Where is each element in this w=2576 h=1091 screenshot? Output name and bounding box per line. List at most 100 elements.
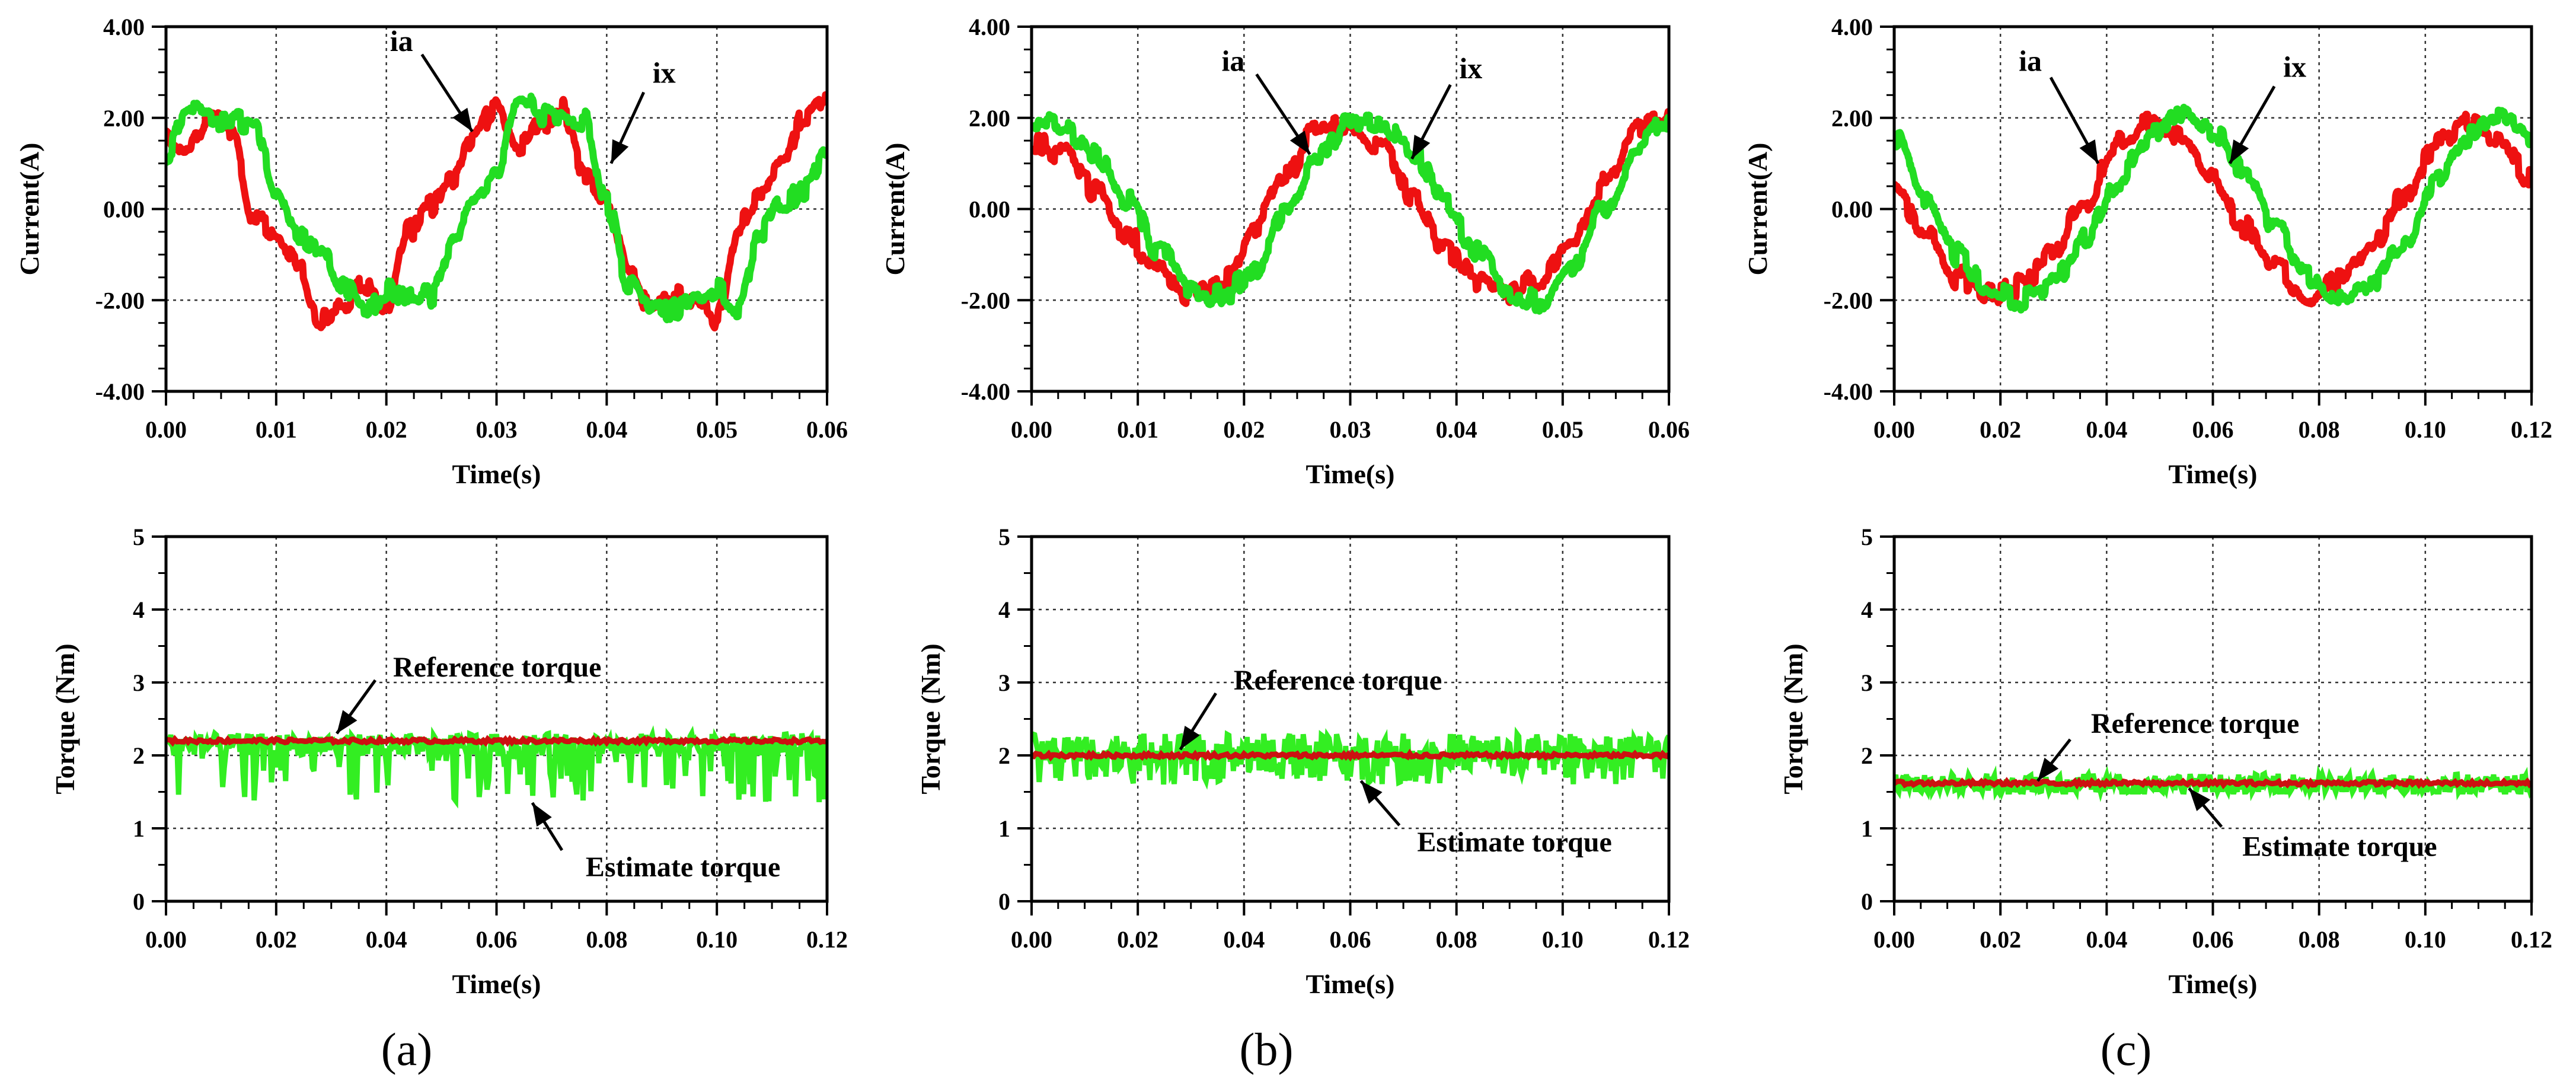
x-axis-title: Time(s) bbox=[1306, 969, 1395, 999]
x-tick-label: 0.10 bbox=[2405, 416, 2446, 443]
caption-c: (c) bbox=[2100, 1023, 2152, 1075]
annotation-arrow-0-head bbox=[337, 710, 357, 734]
chart-c-torque: 0.00 0.02 0.04 0.06 0.08 0.10 0.12 0 1 2 3 4 5 Time(s… bbox=[1778, 524, 2552, 999]
y-tick-label: 2 bbox=[133, 742, 145, 769]
y-tick-label: 0.00 bbox=[1831, 196, 1873, 223]
annotation-arrow-0-head bbox=[1289, 130, 1310, 155]
annotation-arrow-1-head bbox=[1361, 781, 1383, 804]
x-tick-label: 0.12 bbox=[806, 926, 848, 953]
y-tick-label: -4.00 bbox=[961, 378, 1010, 405]
y-tick-label: -2.00 bbox=[961, 287, 1010, 314]
x-tick-label: 0.12 bbox=[2511, 416, 2552, 443]
annotation-label: Estimate torque bbox=[1417, 827, 1611, 858]
chart-a-current: 0.00 0.01 0.02 0.03 0.04 0.05 0.06 -4.00 -2.00 0.… bbox=[14, 14, 848, 489]
y-tick-label: 2 bbox=[998, 742, 1010, 769]
y-tick-label: -4.00 bbox=[1824, 378, 1873, 405]
y-tick-label: 2 bbox=[1861, 742, 1873, 769]
y-axis-title: Torque (Nm) bbox=[915, 643, 946, 794]
y-tick-label: 5 bbox=[1861, 524, 1873, 550]
y-tick-label: 5 bbox=[133, 524, 145, 550]
y-tick-label: 4 bbox=[1861, 596, 1873, 623]
x-tick-label: 0.08 bbox=[2299, 416, 2340, 443]
x-tick-label: 0.12 bbox=[2511, 926, 2552, 953]
y-tick-label: 2.00 bbox=[969, 105, 1010, 132]
plot-area bbox=[1894, 103, 2532, 314]
y-axis-title: Torque (Nm) bbox=[1778, 643, 1808, 794]
annotation-arrow-0-head bbox=[2079, 139, 2098, 164]
x-tick-label: 0.06 bbox=[1330, 926, 1371, 953]
series-ix bbox=[166, 92, 827, 324]
y-tick-label: 4 bbox=[998, 596, 1010, 623]
plot-frame bbox=[164, 25, 829, 393]
annotation-arrow-1-head bbox=[2189, 788, 2211, 812]
x-tick-label: 0.10 bbox=[696, 926, 738, 953]
plot-area bbox=[1894, 765, 2532, 802]
plot-frame bbox=[164, 535, 829, 903]
annotation-label: Reference torque bbox=[393, 652, 601, 683]
x-tick-label: 0.02 bbox=[256, 926, 297, 953]
caption-b: (b) bbox=[1239, 1023, 1294, 1075]
x-tick-label: 0.06 bbox=[2192, 416, 2234, 443]
x-tick-label: 0.02 bbox=[366, 416, 407, 443]
y-tick-label: 0 bbox=[998, 888, 1010, 915]
plot-area bbox=[1032, 108, 1669, 315]
x-tick-label: 0.02 bbox=[1223, 416, 1265, 443]
plot-area bbox=[166, 91, 827, 331]
annotation-arrow-0-head bbox=[2037, 757, 2059, 781]
y-tick-label: 0.00 bbox=[969, 196, 1010, 223]
caption-a: (a) bbox=[381, 1023, 433, 1075]
x-axis-title: Time(s) bbox=[1306, 459, 1395, 489]
plot-area bbox=[1032, 726, 1669, 790]
x-tick-label: 0.03 bbox=[476, 416, 518, 443]
annotation-arrow-1-head bbox=[532, 802, 552, 827]
x-tick-label: 0.02 bbox=[1980, 416, 2021, 443]
x-tick-label: 0.04 bbox=[1223, 926, 1265, 953]
plot-area bbox=[166, 725, 827, 809]
x-tick-label: 0.08 bbox=[2299, 926, 2340, 953]
series-ix bbox=[1894, 103, 2532, 314]
x-tick-label: 0.05 bbox=[696, 416, 738, 443]
x-tick-label: 0.00 bbox=[1873, 926, 1915, 953]
series-ia bbox=[166, 91, 827, 331]
x-axis-title: Time(s) bbox=[2169, 459, 2258, 489]
x-tick-label: 0.12 bbox=[1648, 926, 1690, 953]
y-axis-title: Torque (Nm) bbox=[50, 643, 80, 794]
annotation-label: Reference torque bbox=[1234, 665, 1442, 696]
y-tick-label: 2.00 bbox=[1831, 105, 1873, 132]
annotation-arrow-0-head bbox=[1180, 726, 1200, 750]
y-axis-title: Current(A) bbox=[880, 143, 910, 276]
y-tick-label: 3 bbox=[133, 669, 145, 696]
series-reference-torque bbox=[1894, 777, 2532, 790]
y-tick-label: 0.00 bbox=[103, 196, 145, 223]
x-tick-label: 0.08 bbox=[1436, 926, 1477, 953]
x-tick-label: 0.06 bbox=[476, 926, 518, 953]
x-tick-label: 0.06 bbox=[1648, 416, 1690, 443]
series-ix bbox=[1032, 111, 1669, 315]
y-tick-label: 4.00 bbox=[1831, 14, 1873, 40]
x-tick-label: 0.00 bbox=[1011, 926, 1052, 953]
annotation-label: ia bbox=[1222, 44, 1245, 77]
annotation-label: ix bbox=[653, 56, 676, 90]
x-tick-label: 0.08 bbox=[586, 926, 627, 953]
y-tick-label: -4.00 bbox=[95, 378, 145, 405]
annotation-label: ia bbox=[390, 24, 413, 58]
x-tick-label: 0.00 bbox=[145, 416, 187, 443]
annotation-label: ia bbox=[2019, 44, 2042, 78]
y-tick-label: 5 bbox=[998, 524, 1010, 550]
x-axis-title: Time(s) bbox=[452, 969, 541, 999]
annotation-label: Estimate torque bbox=[2242, 831, 2437, 862]
y-tick-label: 4.00 bbox=[969, 14, 1010, 40]
series-reference-torque bbox=[1032, 748, 1669, 762]
y-tick-label: 0 bbox=[133, 888, 145, 915]
chart-a-torque: 0.00 0.02 0.04 0.06 0.08 0.10 0.12 0 1 2 3 4 5 Time(s… bbox=[50, 524, 848, 999]
x-tick-label: 0.00 bbox=[1873, 416, 1915, 443]
y-tick-label: 2.00 bbox=[103, 105, 145, 132]
annotation-arrow-0-head bbox=[452, 107, 473, 132]
x-tick-label: 0.01 bbox=[256, 416, 297, 443]
y-tick-label: -2.00 bbox=[95, 287, 145, 314]
x-tick-label: 0.04 bbox=[2086, 926, 2127, 953]
chart-b-current: 0.00 0.01 0.02 0.03 0.04 0.05 0.06 -4.00 -2.00 0.… bbox=[880, 14, 1690, 489]
x-tick-label: 0.04 bbox=[1436, 416, 1477, 443]
y-tick-label: 0 bbox=[1861, 888, 1873, 915]
